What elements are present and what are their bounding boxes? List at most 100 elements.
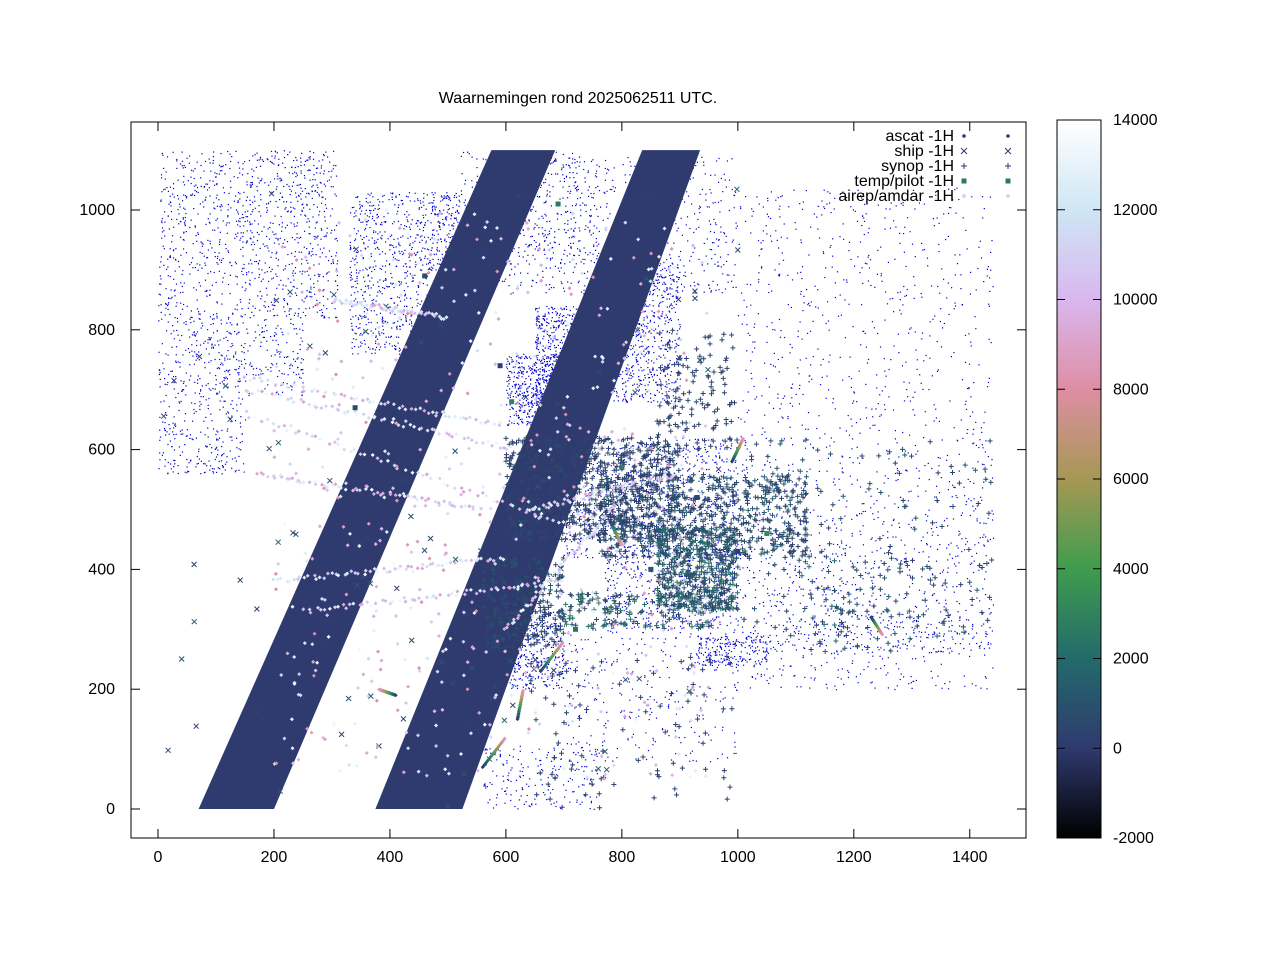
coast-dot — [558, 228, 560, 230]
coast-dot — [522, 256, 524, 258]
coast-dot — [166, 187, 168, 189]
coast-dot — [170, 202, 172, 204]
coast-dot — [219, 243, 221, 245]
coast-dot — [363, 311, 365, 313]
coast-dot — [365, 201, 367, 203]
coast-dot — [326, 308, 328, 310]
coast-dot — [587, 254, 589, 256]
coast-dot — [211, 318, 214, 320]
coast-dot — [303, 301, 305, 303]
coast-dot — [279, 353, 281, 355]
coast-dot — [423, 204, 425, 206]
coast-dot — [366, 308, 368, 310]
coast-dot — [445, 196, 447, 198]
coast-dot — [680, 283, 683, 285]
coast-dot — [373, 230, 375, 232]
coast-dot — [300, 317, 302, 319]
coast-dot — [586, 277, 588, 279]
coast-dot — [187, 470, 189, 472]
coast-dot — [446, 204, 448, 206]
coast-dot — [525, 404, 527, 406]
coast-dot — [378, 290, 381, 292]
coast-dot — [227, 151, 229, 153]
coast-dot — [281, 196, 283, 198]
coast-dot — [590, 260, 592, 262]
coast-dot — [167, 443, 169, 446]
coast-dot — [366, 221, 368, 223]
coast-dot — [381, 224, 383, 226]
coast-dot — [551, 332, 553, 334]
coast-dot — [239, 442, 241, 444]
coast-dot — [397, 304, 399, 306]
coast-dot — [176, 302, 178, 304]
coast-dot — [304, 297, 306, 299]
coast-dot — [182, 217, 184, 219]
coast-dot — [188, 162, 190, 164]
coast-dot — [606, 168, 609, 170]
coast-dot — [560, 320, 562, 322]
coast-dot — [171, 370, 173, 372]
coast-dot — [237, 232, 239, 234]
coast-dot — [296, 233, 298, 235]
coast-dot — [361, 342, 363, 345]
coast-dot — [263, 305, 265, 307]
coast-dot — [236, 309, 238, 311]
coast-dot — [529, 422, 531, 424]
coast-dot — [541, 215, 543, 217]
coast-dot — [237, 200, 239, 202]
coast-dot — [437, 213, 439, 215]
coast-dot — [200, 177, 202, 179]
coast-dot — [405, 226, 408, 228]
coast-dot — [537, 404, 539, 406]
coast-dot — [215, 281, 217, 284]
coast-dot — [536, 319, 538, 321]
coast-dot — [539, 341, 541, 343]
coast-dot — [369, 348, 371, 350]
coast-dot — [544, 201, 547, 204]
coast-dot — [391, 196, 393, 198]
coast-dot — [185, 435, 187, 437]
coast-dot — [516, 391, 518, 393]
coast-dot — [584, 285, 586, 287]
coast-dot — [365, 285, 367, 287]
coast-dot — [582, 202, 584, 204]
coast-dot — [365, 267, 367, 269]
coast-dot — [216, 430, 218, 432]
coast-dot — [189, 263, 191, 266]
coast-dot — [538, 349, 540, 351]
coast-dot — [530, 369, 532, 371]
coast-dot — [184, 420, 186, 422]
coast-dot — [709, 231, 712, 233]
coast-dot — [217, 467, 219, 469]
coast-dot — [295, 292, 297, 294]
coast-dot — [585, 225, 587, 227]
coast-dot — [449, 197, 451, 199]
coast-dot — [573, 254, 575, 256]
coast-dot — [531, 279, 533, 281]
coast-dot — [569, 309, 571, 312]
coast-dot — [509, 388, 511, 390]
coast-dot — [443, 224, 445, 226]
coast-dot — [529, 416, 531, 418]
coast-dot — [584, 258, 586, 261]
coast-dot — [363, 276, 365, 278]
coast-dot — [320, 238, 322, 240]
coast-dot — [559, 341, 561, 343]
coast-dot — [270, 367, 272, 369]
coast-dot — [429, 259, 431, 262]
coast-dot — [560, 339, 563, 341]
coast-dot — [549, 258, 552, 260]
coast-dot — [523, 368, 526, 370]
coast-dot — [401, 203, 403, 205]
coast-dot — [164, 459, 166, 461]
coast-dot — [230, 207, 232, 209]
coast-dot — [205, 384, 207, 386]
coast-dot — [418, 285, 420, 287]
coast-dot — [171, 346, 173, 348]
coast-dot — [237, 177, 239, 179]
coast-dot — [598, 252, 600, 254]
coast-dot — [221, 381, 223, 383]
coast-dot — [180, 254, 182, 256]
coast-dot — [660, 276, 662, 278]
coast-dot — [207, 436, 209, 438]
